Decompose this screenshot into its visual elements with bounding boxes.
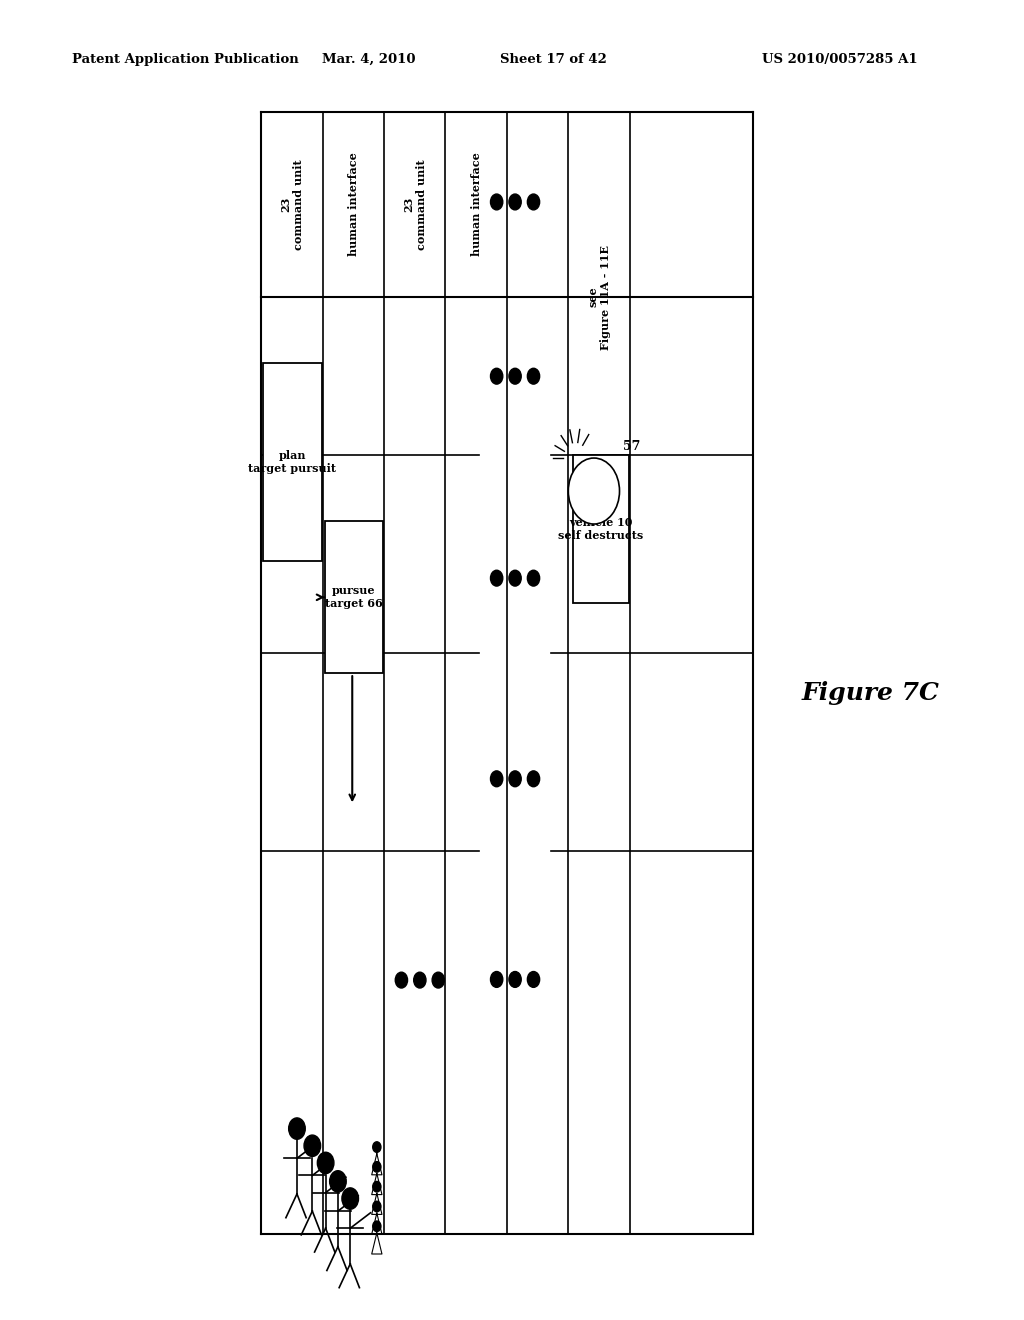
- Text: see
Figure 11A - 11E: see Figure 11A - 11E: [587, 244, 611, 350]
- Circle shape: [432, 972, 444, 987]
- Circle shape: [414, 972, 426, 987]
- Circle shape: [304, 1135, 321, 1156]
- Text: vehicle 10
self destructs: vehicle 10 self destructs: [558, 517, 644, 541]
- Circle shape: [289, 1118, 305, 1139]
- Circle shape: [490, 194, 503, 210]
- Circle shape: [509, 194, 521, 210]
- Text: human interface: human interface: [471, 153, 481, 256]
- Bar: [325, 521, 383, 673]
- Circle shape: [373, 1162, 381, 1172]
- Circle shape: [527, 194, 540, 210]
- Circle shape: [373, 1201, 381, 1212]
- Circle shape: [330, 1171, 346, 1192]
- Text: 57: 57: [623, 440, 640, 453]
- Circle shape: [373, 1181, 381, 1192]
- Bar: [573, 455, 629, 603]
- Circle shape: [509, 368, 521, 384]
- Text: Patent Application Publication: Patent Application Publication: [72, 53, 298, 66]
- Circle shape: [509, 771, 521, 787]
- Circle shape: [527, 368, 540, 384]
- Circle shape: [490, 972, 503, 987]
- Circle shape: [568, 458, 620, 524]
- Circle shape: [490, 368, 503, 384]
- Circle shape: [490, 570, 503, 586]
- Circle shape: [527, 972, 540, 987]
- Text: Figure 7C: Figure 7C: [802, 681, 939, 705]
- Circle shape: [342, 1188, 358, 1209]
- Text: US 2010/0057285 A1: US 2010/0057285 A1: [762, 53, 918, 66]
- Text: 23
command unit: 23 command unit: [280, 160, 304, 249]
- Circle shape: [373, 1221, 381, 1232]
- Circle shape: [509, 972, 521, 987]
- Circle shape: [527, 570, 540, 586]
- Text: Mar. 4, 2010: Mar. 4, 2010: [322, 53, 416, 66]
- Circle shape: [395, 972, 408, 987]
- Circle shape: [317, 1152, 334, 1173]
- Circle shape: [509, 570, 521, 586]
- Text: pursue
target 66: pursue target 66: [325, 585, 383, 610]
- Circle shape: [527, 771, 540, 787]
- Text: 23
command unit: 23 command unit: [402, 160, 427, 249]
- Bar: [263, 363, 322, 561]
- Text: human interface: human interface: [348, 153, 358, 256]
- Circle shape: [373, 1142, 381, 1152]
- Text: plan
target pursuit: plan target pursuit: [249, 450, 336, 474]
- Circle shape: [490, 771, 503, 787]
- Text: Sheet 17 of 42: Sheet 17 of 42: [500, 53, 606, 66]
